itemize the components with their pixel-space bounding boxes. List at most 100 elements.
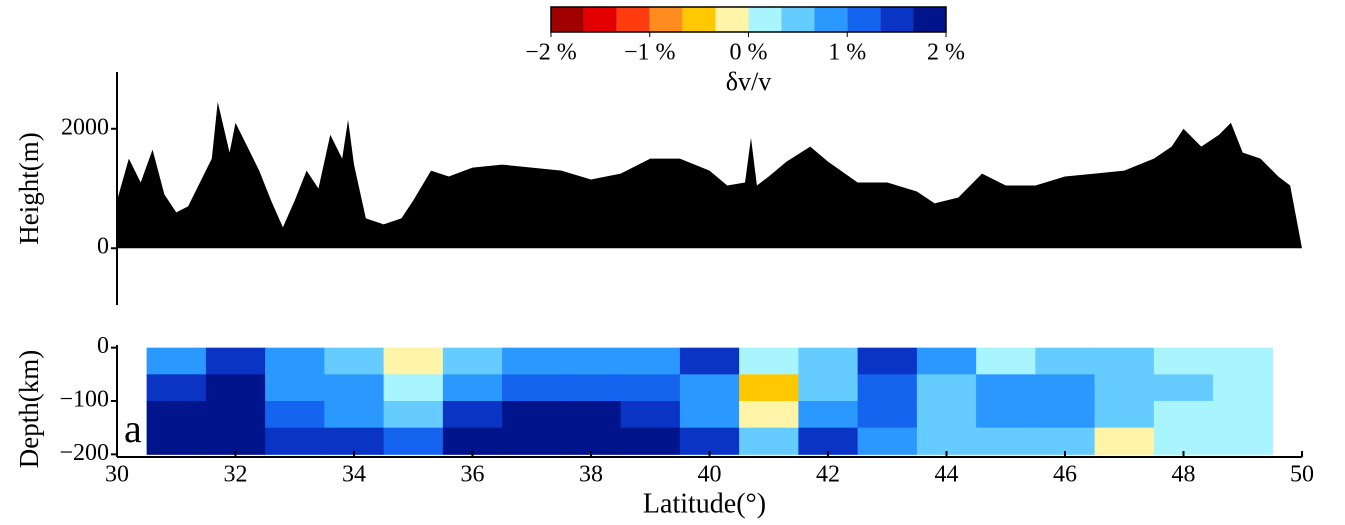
velocity-cell xyxy=(265,347,325,375)
y-tick-label: 2000 xyxy=(61,114,109,140)
velocity-cell xyxy=(679,427,740,455)
velocity-cell xyxy=(146,401,207,429)
velocity-cell xyxy=(324,401,385,429)
velocity-cell xyxy=(324,427,385,455)
colorbar-swatch xyxy=(880,7,914,32)
velocity-cell xyxy=(502,427,562,455)
x-tick-label: 30 xyxy=(105,462,129,488)
velocity-cell xyxy=(857,347,918,375)
velocity-cell xyxy=(1035,401,1096,429)
velocity-cell xyxy=(620,347,681,375)
velocity-cell xyxy=(976,347,1036,375)
velocity-cell xyxy=(679,401,740,429)
y-tick-label: −200 xyxy=(59,440,109,466)
velocity-cell xyxy=(146,374,207,402)
y-tick-label: −100 xyxy=(59,387,109,413)
velocity-cell xyxy=(205,347,266,375)
panel-label: a xyxy=(124,406,142,451)
colorbar-swatch xyxy=(649,7,683,32)
velocity-cell xyxy=(502,347,562,375)
velocity-cell xyxy=(1035,374,1096,402)
colorbar-swatch xyxy=(847,7,881,32)
velocity-cell xyxy=(442,427,503,455)
velocity-cell xyxy=(679,374,740,402)
x-tick-label: 34 xyxy=(342,462,366,488)
velocity-cell xyxy=(976,401,1036,429)
colorbar-swatch xyxy=(682,7,716,32)
colorbar-swatch xyxy=(551,7,584,32)
velocity-cell xyxy=(383,427,444,455)
velocity-cell xyxy=(857,374,918,402)
velocity-cell xyxy=(1213,427,1273,455)
colorbar-swatch xyxy=(616,7,650,32)
velocity-cell xyxy=(383,374,444,402)
velocity-cell xyxy=(383,401,444,429)
velocity-cell xyxy=(798,374,859,402)
velocity-cell xyxy=(976,427,1036,455)
velocity-cell xyxy=(1094,347,1155,375)
x-tick-label: 32 xyxy=(224,462,248,488)
velocity-cell xyxy=(442,347,503,375)
velocity-cell xyxy=(1153,401,1214,429)
velocity-cell xyxy=(383,347,444,375)
colorbar-swatch xyxy=(913,7,946,32)
velocity-cell xyxy=(620,401,681,429)
colorbar-swatch xyxy=(748,7,782,32)
colorbar-tick-label: 1 % xyxy=(828,40,866,66)
x-tick-label: 42 xyxy=(816,462,840,488)
velocity-cell xyxy=(502,374,562,402)
velocity-cell xyxy=(1153,347,1214,375)
velocity-cell xyxy=(205,401,266,429)
velocity-cell xyxy=(916,374,977,402)
velocity-cell xyxy=(857,401,918,429)
velocity-cell xyxy=(265,374,325,402)
velocity-cell xyxy=(798,427,859,455)
velocity-cell xyxy=(1213,347,1273,375)
velocity-cell xyxy=(916,401,977,429)
colorbar-tick-label: 2 % xyxy=(927,40,965,66)
x-tick-label: 44 xyxy=(935,462,959,488)
velocity-cell xyxy=(265,427,325,455)
velocity-cell xyxy=(916,427,977,455)
x-tick-label: 48 xyxy=(1172,462,1196,488)
y-tick-label: 0 xyxy=(97,234,109,260)
velocity-cell xyxy=(324,347,385,375)
velocity-cell xyxy=(739,427,799,455)
velocity-cell xyxy=(205,427,266,455)
colorbar-tick-label: 0 % xyxy=(730,40,768,66)
velocity-cell xyxy=(679,347,740,375)
colorbar-swatch xyxy=(583,7,617,32)
velocity-cell xyxy=(620,427,681,455)
y-tick-label: 0 xyxy=(97,333,109,359)
x-tick-label: 36 xyxy=(461,462,485,488)
velocity-cell xyxy=(1094,374,1155,402)
velocity-cell xyxy=(561,374,622,402)
velocity-cell xyxy=(1213,401,1273,429)
velocity-cell xyxy=(146,427,207,455)
velocity-cell xyxy=(561,427,622,455)
x-tick-label: 40 xyxy=(698,462,722,488)
velocity-cell xyxy=(442,401,503,429)
velocity-cell xyxy=(205,374,266,402)
velocity-cell xyxy=(739,347,799,375)
velocity-cell xyxy=(798,347,859,375)
velocity-cell xyxy=(1035,347,1096,375)
colorbar-tick-label: −2 % xyxy=(525,40,577,66)
x-tick-label: 38 xyxy=(579,462,603,488)
y-axis-label: Depth(km) xyxy=(14,350,44,468)
velocity-cell xyxy=(1153,374,1214,402)
velocity-cell xyxy=(916,347,977,375)
colorbar-swatch xyxy=(781,7,815,32)
velocity-cell xyxy=(976,374,1036,402)
velocity-cell xyxy=(857,427,918,455)
velocity-cell xyxy=(265,401,325,429)
velocity-cell xyxy=(502,401,562,429)
velocity-cell xyxy=(561,401,622,429)
colorbar-swatch xyxy=(715,7,749,32)
velocity-cell xyxy=(561,347,622,375)
x-tick-label: 50 xyxy=(1290,462,1314,488)
colorbar-tick-label: −1 % xyxy=(624,40,676,66)
velocity-cell xyxy=(442,374,503,402)
x-tick-label: 46 xyxy=(1053,462,1077,488)
